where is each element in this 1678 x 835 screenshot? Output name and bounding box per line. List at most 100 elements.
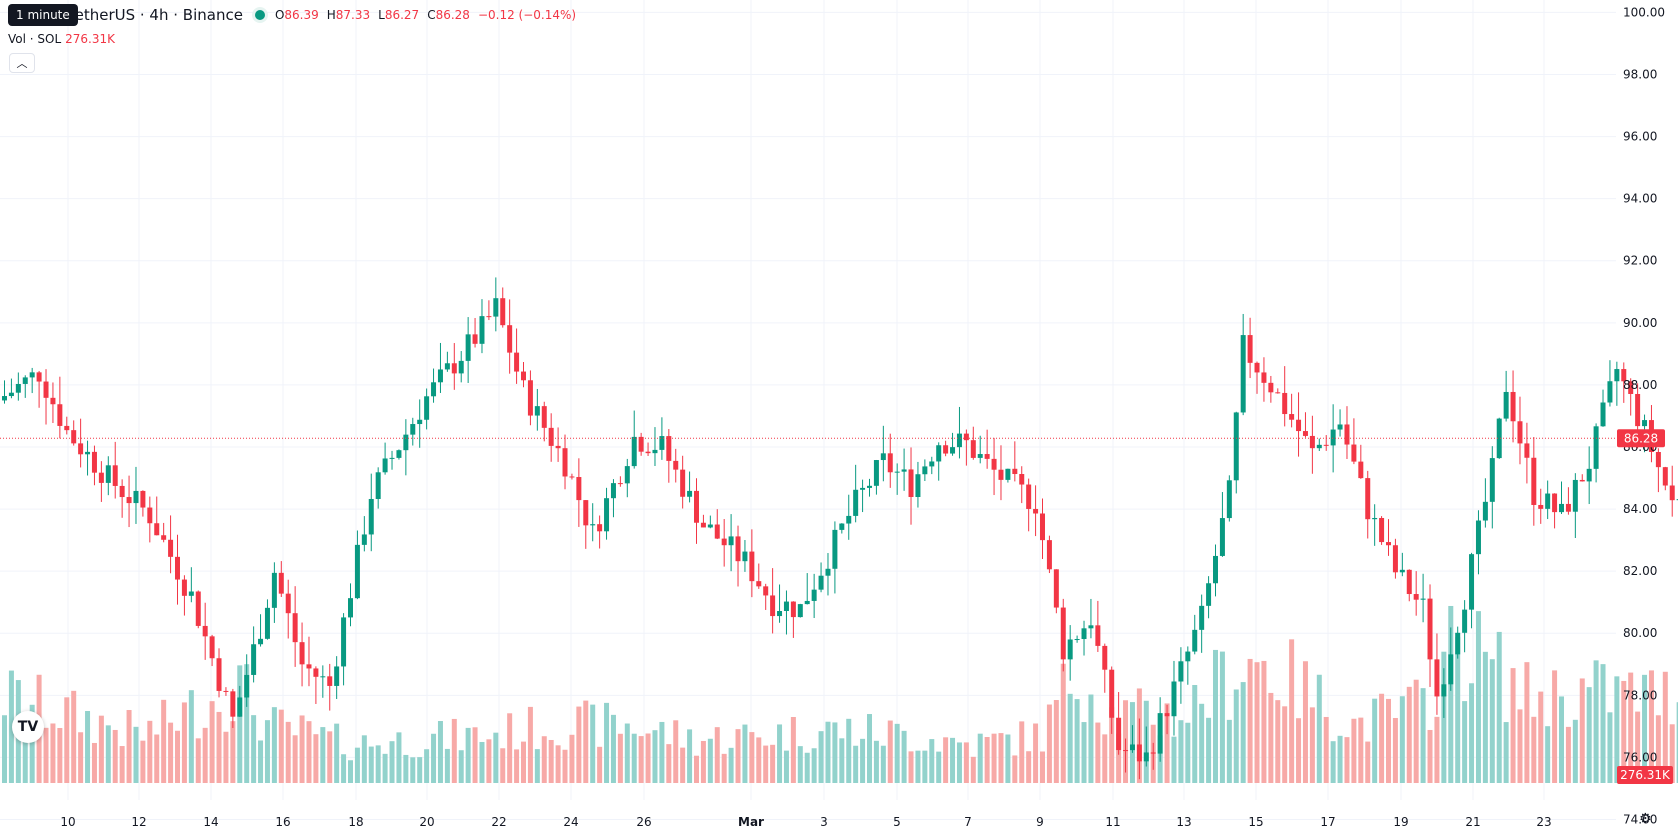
volume-bar [624,723,630,783]
candle-body [292,613,298,643]
candle-body [645,451,651,454]
candle-body [1455,632,1461,655]
volume-bar [78,732,84,783]
volume-bar [638,736,644,783]
candle-body [1157,713,1163,754]
volume-bar [1351,718,1357,783]
tradingview-logo[interactable]: TV [12,711,44,743]
volume-bar [1275,700,1281,783]
volume-bar [1531,716,1537,783]
volume-bar [486,739,492,783]
volume-bar [1593,660,1599,783]
candle-body [1026,484,1032,509]
candle-body [223,690,229,692]
volume-bar [1489,659,1495,783]
candle-body [424,396,430,420]
candle-body [1565,503,1571,512]
candle-body [714,524,720,539]
volume-bar [1413,679,1419,783]
ohlc-low: L86.27 [378,8,420,22]
volume-bar [1095,722,1101,783]
volume-bar [1475,611,1481,783]
candle-body [244,674,250,698]
volume-bar [576,706,582,783]
volume-bar [410,757,416,783]
candle-body [1150,752,1156,754]
volume-bar [756,737,762,783]
x-tick-label: 14 [203,815,218,829]
volume-bar [666,744,672,783]
settings-gear-icon[interactable]: ⚙ [1639,811,1652,827]
candle-body [562,448,568,477]
y-tick-label: 88.00 [1623,378,1657,392]
collapse-legend-button[interactable]: ︿ [9,53,35,73]
candle-body [894,471,900,473]
volume-bar [209,701,215,783]
volume-bar [1559,696,1564,783]
y-tick-label: 96.00 [1623,130,1657,144]
candle-body [873,460,879,486]
candle-body [1192,629,1198,652]
candle-body [1199,605,1205,630]
volume-bar [223,731,229,783]
symbol-legend[interactable]: TetherUS · 4h · Binance O86.39 H87.33 L8… [8,6,576,24]
candle-body [742,551,748,562]
candle-body [1434,659,1440,697]
candle-body [285,593,291,614]
volume-legend[interactable]: Vol · SOL 276.31K [8,32,115,46]
candle-body [590,524,596,526]
candle-body [887,453,893,473]
volume-bar [1067,693,1073,783]
candle-body [756,581,762,587]
candle-body [1302,431,1308,436]
candle-body [1386,542,1391,546]
volume-bar [389,741,395,783]
candle-body [507,325,513,353]
candle-body [1635,393,1641,427]
volume-bar [735,729,741,783]
volume-bar [396,732,402,783]
y-tick-label: 80.00 [1623,626,1657,640]
volume-bar [943,737,949,783]
candle-body [451,363,457,374]
volume-bar [472,727,478,783]
volume-bar [991,733,997,783]
candle-body [963,433,969,441]
volume-bar [1469,683,1475,783]
candle-body [348,598,353,618]
price-axis[interactable]: 74.0076.0078.0080.0082.0084.0086.0088.00… [1623,5,1665,826]
candle-body [479,316,485,344]
candle-body [908,469,914,498]
volume-bar [1185,722,1191,783]
candle-body [901,469,907,472]
volume-bar [168,722,174,783]
candle-body [1123,750,1129,752]
volume-bar [770,744,776,783]
volume-bar [417,757,423,783]
volume-bar [306,721,312,783]
candle-body [500,298,506,326]
time-axis[interactable]: 10 12 14 16 18 20 22 24 26 Mar 3 5 7 9 11 13 15 17 19 21 23 [60,815,1551,829]
candle-body [1614,369,1620,382]
volume-bar [1005,734,1011,783]
candle-body [707,524,713,528]
volume-bar [1192,685,1198,783]
symbol-title[interactable]: TetherUS · 4h · Binance [68,6,243,24]
x-tick-label: 22 [491,815,506,829]
volume-bar [1344,737,1350,783]
candle-body [998,469,1004,480]
volume-bar [915,750,921,783]
candle-body [1358,461,1364,479]
volume-bar [1116,733,1122,783]
volume-bar [963,742,969,783]
market-status-icon[interactable] [254,10,265,20]
candle-body [977,454,983,458]
candle-body [258,638,264,645]
candle-body [541,406,547,428]
volume-bar [1219,651,1225,783]
candle-body [458,360,464,374]
volume-bar [956,742,962,783]
candle-body [431,382,437,397]
volume-bar [811,748,817,783]
